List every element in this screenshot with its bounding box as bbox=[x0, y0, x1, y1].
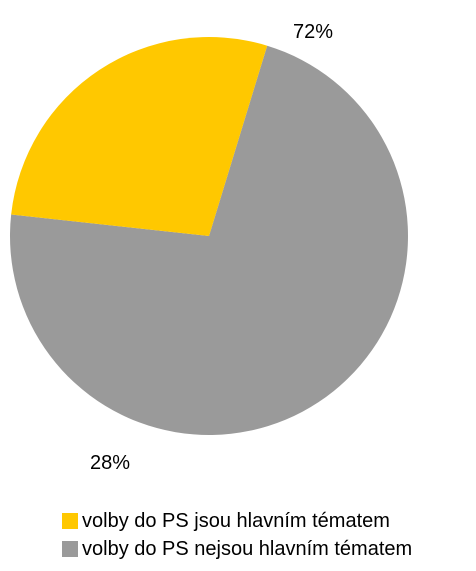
data-label-no: 72% bbox=[293, 21, 333, 43]
pie-labels: 72% 28% bbox=[90, 21, 333, 474]
chart-legend: volby do PS jsou hlavním tématem volby d… bbox=[62, 507, 412, 563]
legend-label-no: volby do PS nejsou hlavním tématem bbox=[82, 537, 413, 560]
pie-slice-yes bbox=[11, 37, 268, 237]
pie-chart: 72% 28% bbox=[9, 21, 408, 474]
legend-swatch-no bbox=[62, 541, 78, 557]
legend-item-no: volby do PS nejsou hlavním tématem bbox=[62, 535, 412, 563]
legend-item-yes: volby do PS jsou hlavním tématem bbox=[62, 507, 412, 535]
pie-slice-no bbox=[9, 45, 408, 436]
legend-swatch-yes bbox=[62, 513, 78, 529]
legend-label-yes: volby do PS jsou hlavním tématem bbox=[82, 509, 390, 532]
pie-slices bbox=[9, 37, 408, 436]
data-label-yes: 28% bbox=[90, 452, 130, 474]
